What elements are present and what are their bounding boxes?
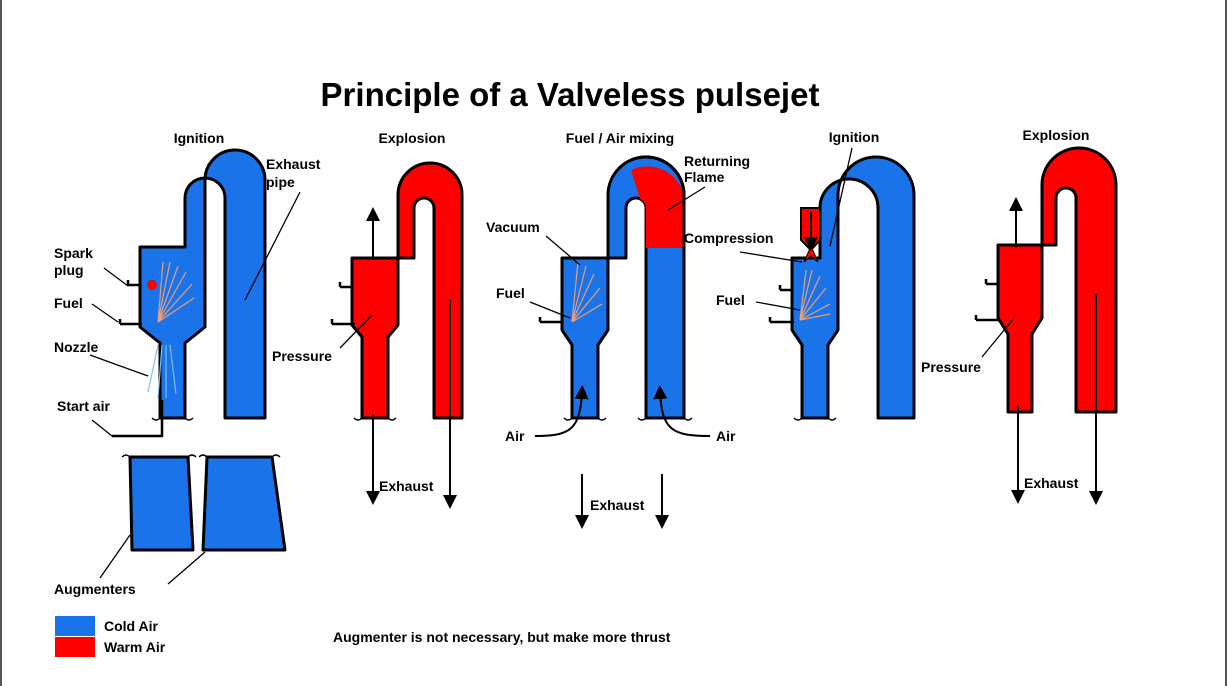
spark-plug-label: Spark plug <box>54 245 93 278</box>
stage-2-engine <box>330 161 464 509</box>
pressure-label-1: Pressure <box>272 348 332 364</box>
exhaust-label-2: Exhaust <box>590 497 645 513</box>
augmenters <box>121 454 287 552</box>
legend-swatch-warm <box>55 637 95 657</box>
exhaust-label-3: Exhaust <box>1024 475 1079 491</box>
exhaust-label-1: Exhaust <box>379 478 434 494</box>
legend: Cold Air Warm Air <box>55 616 166 657</box>
legend-label-warm: Warm Air <box>104 639 166 655</box>
fuel-label-3: Fuel <box>716 292 745 308</box>
spark-icon <box>147 280 157 290</box>
stage-5-label: Explosion <box>1023 127 1090 143</box>
stage-1-label: Ignition <box>174 130 225 146</box>
fuel-label-2: Fuel <box>496 285 525 301</box>
legend-label-cold: Cold Air <box>104 618 158 634</box>
exhaust-pipe-label: Exhaust pipe <box>266 156 321 190</box>
stage-4-label: Ignition <box>829 129 880 145</box>
returning-flame-label: Returning Flame <box>684 153 750 185</box>
pressure-label-2: Pressure <box>921 359 981 375</box>
nozzle-label: Nozzle <box>54 339 99 355</box>
air-label-right: Air <box>716 428 736 444</box>
note-text: Augmenter is not necessary, but make mor… <box>333 629 671 645</box>
stage-3-engine <box>534 155 711 529</box>
diagram-title: Principle of a Valveless pulsejet <box>321 76 820 113</box>
vacuum-label: Vacuum <box>486 219 540 235</box>
start-air-label: Start air <box>57 398 110 414</box>
air-label-left: Air <box>505 428 525 444</box>
augmenters-label: Augmenters <box>54 581 136 597</box>
stage-5-engine <box>974 146 1118 505</box>
legend-swatch-cold <box>55 616 95 636</box>
stage-1-engine <box>112 148 267 438</box>
compression-label: Compression <box>684 230 773 246</box>
stage-4-engine <box>768 155 916 421</box>
stage-2-label: Explosion <box>379 130 446 146</box>
stage-3-label: Fuel / Air mixing <box>566 130 674 146</box>
fuel-label-1: Fuel <box>54 295 83 311</box>
